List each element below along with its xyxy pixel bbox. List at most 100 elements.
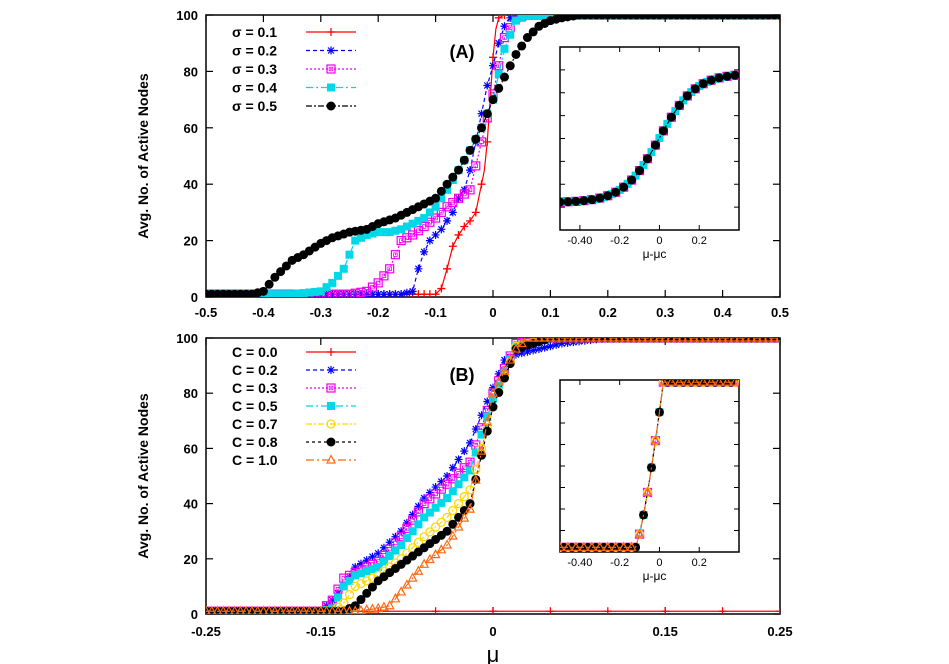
marker-square xyxy=(282,290,291,297)
data-point xyxy=(431,193,441,203)
marker-triangle xyxy=(212,605,223,614)
marker-circle xyxy=(264,279,274,289)
marker-triangle xyxy=(610,541,621,551)
data-point xyxy=(402,233,412,243)
data-point xyxy=(483,397,492,406)
data-point xyxy=(436,484,446,494)
data-point xyxy=(413,537,424,547)
data-point xyxy=(517,349,526,358)
marker-triangle xyxy=(276,605,286,614)
marker-stroke xyxy=(431,290,440,297)
data-point xyxy=(431,607,440,614)
data-point xyxy=(425,527,435,537)
data-point xyxy=(506,30,515,39)
marker-circle xyxy=(356,578,366,589)
data-point xyxy=(465,145,475,155)
data-point xyxy=(402,518,411,527)
data-point xyxy=(384,599,395,610)
marker-triangle xyxy=(586,541,597,551)
inset-data-point xyxy=(631,171,640,180)
data-point xyxy=(431,483,440,492)
data-point xyxy=(299,605,309,614)
data-point xyxy=(420,494,429,503)
data-point xyxy=(356,578,366,589)
inset-data-point xyxy=(578,541,589,551)
marker-square xyxy=(385,264,395,274)
data-point xyxy=(390,593,401,603)
data-point xyxy=(334,593,343,602)
data-point xyxy=(345,250,354,259)
marker-triangle xyxy=(711,338,722,342)
marker-stroke xyxy=(374,549,383,558)
data-point xyxy=(402,222,411,231)
data-point xyxy=(282,290,291,297)
inset-data-point xyxy=(666,112,676,122)
marker-square xyxy=(402,222,411,231)
marker-triangle xyxy=(752,338,763,342)
y-tick-label: 40 xyxy=(184,497,198,512)
marker-square xyxy=(327,83,335,92)
data-point xyxy=(443,472,452,480)
inset-x-tick-label: -0.2 xyxy=(610,235,629,247)
data-point xyxy=(328,278,337,287)
legend: σ = 0.1 σ = 0.2 σ = 0.3 σ = 0.4 σ = 0.5 xyxy=(232,24,356,114)
data-point xyxy=(443,216,452,225)
marker-triangle xyxy=(690,380,701,386)
marker-stroke xyxy=(443,264,452,273)
data-point xyxy=(385,538,394,547)
data-point xyxy=(534,15,543,19)
data-point xyxy=(614,338,625,342)
data-point xyxy=(529,346,538,355)
marker-triangle xyxy=(396,586,407,596)
marker-triangle xyxy=(413,565,424,575)
data-point xyxy=(373,602,384,613)
marker-square xyxy=(414,520,423,529)
data-point xyxy=(373,278,383,288)
marker-stroke xyxy=(391,532,400,541)
marker-triangle xyxy=(585,338,596,342)
data-point xyxy=(477,180,486,189)
data-point xyxy=(390,250,401,260)
marker-triangle xyxy=(650,434,661,445)
marker-square xyxy=(391,546,400,555)
marker-triangle xyxy=(361,604,372,614)
inset-data-point xyxy=(714,380,725,386)
marker-square xyxy=(623,179,632,188)
marker-stroke xyxy=(477,109,486,118)
data-point xyxy=(683,338,694,342)
marker-square xyxy=(276,290,285,297)
data-point xyxy=(562,338,573,342)
data-point xyxy=(459,506,469,515)
marker-square xyxy=(351,236,360,245)
marker-triangle xyxy=(505,354,516,364)
marker-circle xyxy=(517,41,527,51)
data-point xyxy=(362,588,372,598)
inset-data-point xyxy=(579,196,589,206)
inset-x-tick-label: 0 xyxy=(656,235,662,247)
data-point xyxy=(276,267,286,277)
marker-triangle xyxy=(522,338,533,342)
inset-x-tick-label: -0.40 xyxy=(567,235,592,247)
data-point xyxy=(397,527,406,536)
marker-triangle xyxy=(419,558,430,568)
legend-label: C = 1.0 xyxy=(232,452,278,468)
x-tick-label: 0 xyxy=(489,305,496,320)
marker-square xyxy=(374,563,383,572)
marker-square-inner xyxy=(473,442,478,448)
marker-square xyxy=(379,271,389,281)
marker-triangle xyxy=(698,380,709,386)
data-point xyxy=(385,290,394,297)
data-point xyxy=(654,338,665,342)
data-point xyxy=(466,166,475,175)
data-point xyxy=(374,290,383,297)
data-point xyxy=(437,284,446,293)
inset-data-point xyxy=(698,380,709,386)
marker-square xyxy=(431,503,440,512)
data-point xyxy=(642,338,653,342)
y-tick-label: 20 xyxy=(184,552,198,567)
x-axis-label: μ xyxy=(487,642,500,664)
data-point xyxy=(362,567,371,576)
data-point xyxy=(528,27,538,37)
marker-triangle xyxy=(493,376,504,386)
